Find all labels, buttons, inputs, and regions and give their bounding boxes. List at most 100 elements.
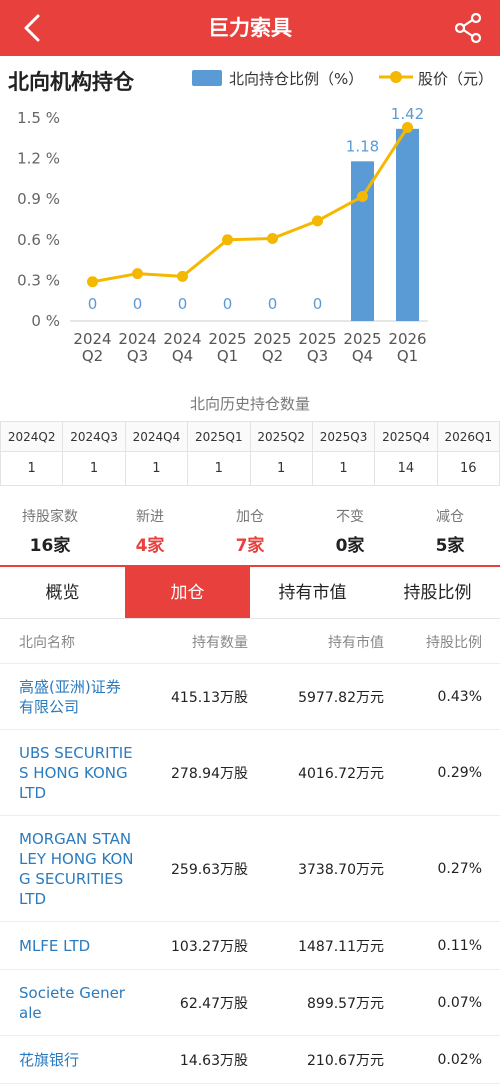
stat-value: 0家 <box>335 536 365 556</box>
holding-value: 1487.11万元 <box>298 938 384 955</box>
y-tick-label: 0.9 % <box>17 190 60 208</box>
holder-name-link[interactable]: 高盛(亚洲)证券有限公司 <box>19 677 121 716</box>
y-tick-label: 0.3 % <box>17 271 60 289</box>
price-point[interactable] <box>357 190 368 202</box>
x-tick-year: 2024 <box>118 330 156 348</box>
holder-name-link[interactable]: Societe Generale <box>19 983 125 1022</box>
y-tick-label: 1.2 % <box>17 150 60 168</box>
x-tick-quarter: Q2 <box>262 347 283 365</box>
holder-name-link[interactable]: MLFE LTD <box>19 936 91 955</box>
history-count: 14 <box>374 451 438 486</box>
price-point[interactable] <box>87 276 98 288</box>
history-quarter: 2025Q1 <box>187 421 251 452</box>
x-tick-year: 2024 <box>163 330 201 348</box>
x-tick-quarter: Q2 <box>82 347 103 365</box>
holding-quantity: 259.63万股 <box>171 861 248 878</box>
stat-item: 持股家数 16家 <box>0 506 100 556</box>
bar-data-label: 0 <box>178 295 188 313</box>
column-header[interactable]: 持有市值 <box>328 634 384 651</box>
holder-name-link[interactable]: MORGAN STANLEY HONG KONG SECURITIES LTD <box>19 829 134 908</box>
holding-quantity: 62.47万股 <box>179 995 248 1012</box>
column-header[interactable]: 持股比例 <box>426 634 482 651</box>
price-point[interactable] <box>177 270 188 282</box>
x-tick-year: 2026 <box>388 330 426 348</box>
table-row[interactable]: 高盛(亚洲)证券有限公司 415.13万股 5977.82万元 0.43% <box>0 664 500 730</box>
page-title: 巨力索具 <box>208 16 292 40</box>
history-quarter: 2024Q3 <box>62 421 126 452</box>
holder-name-link[interactable]: 花旗银行 <box>19 1050 80 1069</box>
bar-data-label: 1.42 <box>391 105 424 123</box>
history-count: 1 <box>124 451 189 486</box>
x-tick-quarter: Q1 <box>397 347 418 365</box>
table-row[interactable]: MORGAN STANLEY HONG KONG SECURITIES LTD 2… <box>0 816 500 922</box>
tab-market-value[interactable]: 持有市值 <box>278 583 347 603</box>
x-tick-quarter: Q4 <box>352 347 373 365</box>
holding-ratio: 0.07% <box>437 994 482 1011</box>
history-quarter: 2025Q4 <box>374 421 438 452</box>
holding-ratio: 0.29% <box>437 764 482 781</box>
tab-holding-ratio[interactable]: 持股比例 <box>403 583 472 603</box>
history-quarter: 2025Q2 <box>249 421 313 452</box>
table-row[interactable]: Societe Generale 62.47万股 899.57万元 0.07% <box>0 970 500 1036</box>
price-point[interactable] <box>312 215 323 227</box>
history-quarter: 2026Q1 <box>436 421 500 452</box>
holder-name-link[interactable]: UBS SECURITIES HONG KONG LTD <box>19 743 133 802</box>
y-tick-label: 0 % <box>31 312 60 330</box>
stat-value: 7家 <box>235 536 265 556</box>
holding-ratio: 0.43% <box>437 688 482 705</box>
legend-line-label[interactable]: 股价（元） <box>418 70 494 88</box>
column-header[interactable]: 北向名称 <box>19 634 75 651</box>
tab-overview[interactable]: 概览 <box>45 583 80 603</box>
x-tick-quarter: Q3 <box>127 347 148 365</box>
stat-value: 4家 <box>135 536 165 556</box>
history-title: 北向历史持仓数量 <box>189 395 310 413</box>
bar-data-label: 0 <box>223 295 233 313</box>
y-tick-label: 1.5 % <box>17 109 60 127</box>
app-header: 巨力索具 <box>0 0 500 56</box>
history-quarter: 2024Q4 <box>124 421 189 452</box>
stat-label: 不变 <box>336 509 364 525</box>
stat-label: 持股家数 <box>22 509 78 525</box>
bar-data-label: 0 <box>268 295 278 313</box>
holding-quantity: 14.63万股 <box>179 1052 248 1069</box>
bar-data-label: 1.18 <box>346 137 379 155</box>
column-header[interactable]: 持有数量 <box>192 634 248 651</box>
list-header: 北向名称 持有数量 持有市值 持股比例 <box>0 620 500 664</box>
history-table: 2024Q2 2024Q3 2024Q4 2025Q1 2025Q2 2025Q3 2025… <box>0 421 500 486</box>
holding-value: 3738.70万元 <box>298 861 384 878</box>
history-count: 1 <box>311 451 376 486</box>
stat-item: 新进 4家 <box>100 506 200 556</box>
holding-quantity: 415.13万股 <box>171 689 248 706</box>
history-count: 1 <box>249 451 313 486</box>
legend-bar-label[interactable]: 北向持仓比例（%） <box>229 70 364 88</box>
history-count: 1 <box>62 451 126 486</box>
x-tick-quarter: Q3 <box>307 347 328 365</box>
price-point[interactable] <box>132 268 143 280</box>
stat-item: 加仓 7家 <box>200 506 300 556</box>
legend-line-swatch <box>379 71 413 83</box>
stat-item: 不变 0家 <box>300 506 400 556</box>
holding-ratio: 0.11% <box>437 937 482 954</box>
table-row[interactable]: UBS SECURITIES HONG KONG LTD 278.94万股 4016… <box>0 730 500 816</box>
share-icon[interactable] <box>450 10 486 46</box>
holding-ratio-chart: 0 % 0.3 % 0.6 % 0.9 % 1.2 % 1.5 % 0 0 0 0 0 0 1.18 1… <box>17 105 428 365</box>
holding-value: 210.67万元 <box>307 1052 384 1069</box>
price-point[interactable] <box>267 232 278 244</box>
stat-value: 16家 <box>29 536 71 556</box>
holding-ratio: 0.02% <box>437 1051 482 1068</box>
history-quarter: 2024Q2 <box>0 421 64 452</box>
section-title: 北向机构持仓 <box>8 70 134 94</box>
table-row[interactable]: MLFE LTD 103.27万股 1487.11万元 0.11% <box>0 922 500 970</box>
holding-quantity: 103.27万股 <box>171 938 248 955</box>
x-tick-year: 2025 <box>208 330 246 348</box>
price-point[interactable] <box>222 234 233 246</box>
x-tick-year: 2025 <box>298 330 336 348</box>
chevron-left-icon[interactable] <box>14 8 54 48</box>
table-row[interactable]: 花旗银行 14.63万股 210.67万元 0.02% <box>0 1036 500 1084</box>
history-count: 16 <box>436 451 500 486</box>
tab-increase[interactable]: 加仓 <box>125 567 250 618</box>
price-point[interactable] <box>402 121 413 133</box>
holder-stats: 持股家数 16家 新进 4家 加仓 7家 不变 0家 减仓 5家 <box>0 506 500 556</box>
stat-value: 5家 <box>435 536 465 556</box>
ratio-bar[interactable] <box>396 128 419 321</box>
